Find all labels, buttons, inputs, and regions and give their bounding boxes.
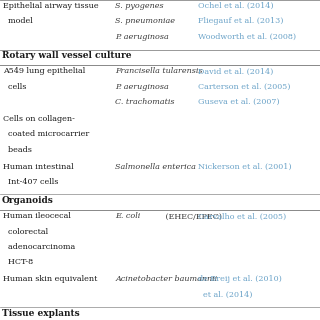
Text: Francisella tularensis: Francisella tularensis bbox=[115, 68, 203, 76]
Text: A549 lung epithelial: A549 lung epithelial bbox=[3, 68, 85, 76]
Text: Human intestinal: Human intestinal bbox=[3, 163, 74, 171]
Text: Nickerson et al. (2001): Nickerson et al. (2001) bbox=[198, 163, 292, 171]
Text: Acinetobacter baumannii: Acinetobacter baumannii bbox=[115, 275, 217, 283]
Text: P. aeruginosa: P. aeruginosa bbox=[115, 33, 169, 41]
Text: Epithelial airway tissue: Epithelial airway tissue bbox=[3, 2, 99, 10]
Text: S. pneumoniae: S. pneumoniae bbox=[115, 17, 175, 25]
Text: P. aeruginosa: P. aeruginosa bbox=[115, 83, 169, 91]
Text: David et al. (2014): David et al. (2014) bbox=[198, 68, 274, 76]
Text: S. pyogenes: S. pyogenes bbox=[115, 2, 164, 10]
Text: et al. (2014): et al. (2014) bbox=[198, 291, 253, 299]
Text: cells: cells bbox=[3, 83, 27, 91]
Text: colorectal: colorectal bbox=[3, 228, 48, 236]
Text: Ochel et al. (2014): Ochel et al. (2014) bbox=[198, 2, 274, 10]
Text: de Breij et al. (2010): de Breij et al. (2010) bbox=[198, 275, 282, 283]
Text: HCT-8: HCT-8 bbox=[3, 259, 33, 267]
Text: Guseva et al. (2007): Guseva et al. (2007) bbox=[198, 98, 280, 106]
Text: adenocarcinoma: adenocarcinoma bbox=[3, 243, 76, 251]
Text: beads: beads bbox=[3, 146, 32, 154]
Text: Carterson et al. (2005): Carterson et al. (2005) bbox=[198, 83, 291, 91]
Text: Rotary wall vessel culture: Rotary wall vessel culture bbox=[2, 51, 131, 60]
Text: Salmonella enterica: Salmonella enterica bbox=[115, 163, 196, 171]
Text: Organoids: Organoids bbox=[2, 196, 53, 205]
Text: model: model bbox=[3, 17, 33, 25]
Text: Human skin equivalent: Human skin equivalent bbox=[3, 275, 98, 283]
Text: Int-407 cells: Int-407 cells bbox=[3, 178, 59, 186]
Text: (EHEC/EPEC): (EHEC/EPEC) bbox=[163, 212, 222, 220]
Text: Carvalho et al. (2005): Carvalho et al. (2005) bbox=[198, 212, 287, 220]
Text: coated microcarrier: coated microcarrier bbox=[3, 130, 90, 138]
Text: Human ileocecal: Human ileocecal bbox=[3, 212, 71, 220]
Text: Fliegauf et al. (2013): Fliegauf et al. (2013) bbox=[198, 17, 284, 25]
Text: C. trachomatis: C. trachomatis bbox=[115, 98, 175, 106]
Text: Cells on collagen-: Cells on collagen- bbox=[3, 115, 75, 123]
Text: E. coli: E. coli bbox=[115, 212, 140, 220]
Text: Tissue explants: Tissue explants bbox=[2, 308, 79, 317]
Text: Woodworth et al. (2008): Woodworth et al. (2008) bbox=[198, 33, 297, 41]
